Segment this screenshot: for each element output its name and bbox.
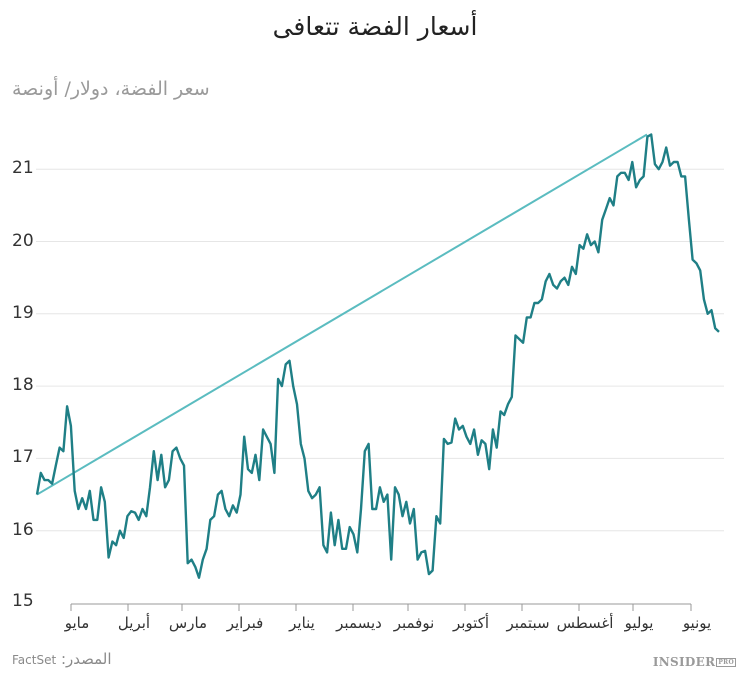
x-tick-label: يوليو	[624, 614, 654, 632]
x-tick-label: ديسمبر	[336, 614, 382, 632]
y-tick-17: 17	[12, 447, 34, 467]
x-tick-label: يناير	[289, 614, 315, 632]
source-note: المصدر: FactSet	[12, 650, 112, 668]
source-name: FactSet	[12, 653, 57, 667]
y-tick-21: 21	[12, 158, 34, 178]
x-tick-label: أغسطس	[556, 614, 614, 632]
x-tick-label: مارس	[168, 614, 208, 632]
x-tick-label: أكتوبر	[452, 614, 490, 632]
x-tick-label: سبتمبر	[506, 614, 550, 632]
gridlines	[36, 168, 724, 532]
insider-pro-logo: INSIDER PRO	[653, 655, 736, 669]
x-tick-label: مايو	[64, 614, 90, 632]
x-tick-label: يونيو	[682, 614, 712, 632]
chart-title: أسعار الفضة تتعافى	[272, 12, 478, 41]
x-axis	[70, 603, 692, 611]
y-tick-19: 19	[12, 303, 34, 323]
y-tick-16: 16	[12, 520, 34, 540]
y-tick-20: 20	[12, 231, 34, 251]
logo-text: INSIDER	[652, 655, 716, 669]
x-tick-label: نوفمبر	[393, 614, 435, 632]
y-tick-18: 18	[12, 375, 34, 395]
price-line	[35, 133, 720, 579]
y-axis-label: سعر الفضة، دولار/ أونصة	[12, 78, 210, 100]
x-tick-label: أبريل	[117, 614, 151, 632]
logo-badge: PRO	[716, 658, 736, 667]
y-tick-15: 15	[12, 591, 34, 611]
source-prefix: المصدر:	[60, 650, 112, 668]
trend-line	[36, 133, 648, 496]
x-tick-label: فبراير	[226, 614, 264, 632]
